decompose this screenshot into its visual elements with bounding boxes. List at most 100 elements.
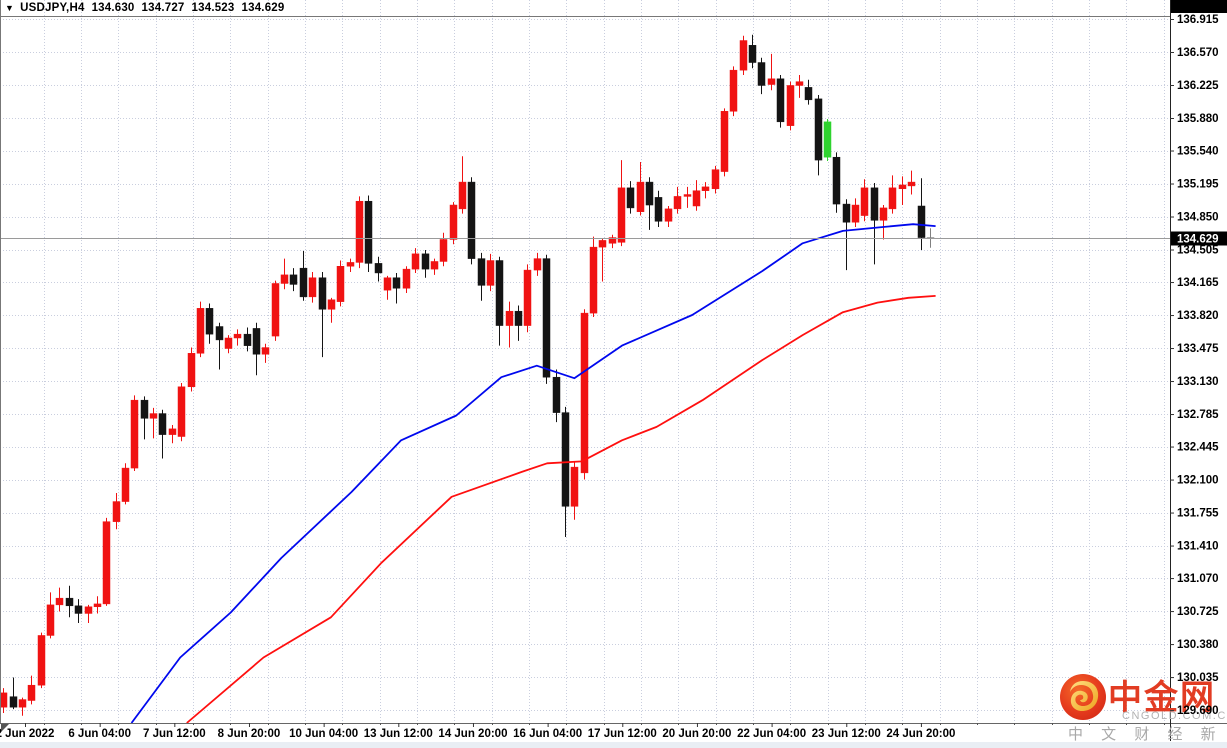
candle-body — [327, 299, 336, 310]
candle-body — [673, 196, 682, 210]
candle-body — [776, 78, 785, 123]
candle-body — [215, 326, 224, 341]
candle-body — [46, 604, 55, 636]
chart-title-bar: ▼ USDJPY,H4 134.630 134.727 134.523 134.629 — [5, 2, 292, 14]
candle-body — [140, 399, 149, 419]
candle-body — [449, 204, 458, 240]
candle-body — [205, 308, 214, 335]
candle-body — [589, 246, 598, 314]
candle-body — [355, 200, 364, 263]
candle-body — [888, 187, 897, 210]
candle-body — [842, 203, 851, 223]
candle-body — [542, 258, 551, 378]
candle-body — [505, 310, 514, 326]
candle-body — [346, 262, 355, 267]
history-arrow-icon[interactable] — [1, 724, 9, 732]
candle-body — [608, 237, 617, 244]
candle-body — [243, 333, 252, 346]
candle-body — [851, 204, 860, 223]
candle-body — [18, 699, 27, 708]
candle-body — [748, 45, 757, 63]
candle-body — [711, 169, 720, 190]
candle-body — [299, 267, 308, 298]
candle-body — [93, 603, 102, 608]
candle-body — [804, 87, 813, 101]
candle-body — [224, 337, 233, 349]
candle-body — [477, 258, 486, 286]
candle-body — [570, 466, 579, 507]
candle-body — [177, 386, 186, 437]
candle-body — [654, 197, 663, 222]
candle-body — [130, 399, 139, 469]
ohlc-close: 134.629 — [241, 2, 285, 14]
symbol-dropdown-icon[interactable]: ▼ — [5, 3, 15, 13]
candle-body — [261, 347, 270, 355]
candle-body — [486, 260, 495, 286]
candle-body — [458, 181, 467, 210]
candle-body — [898, 184, 907, 190]
candle-body — [917, 205, 926, 238]
candle-body — [533, 258, 542, 271]
candle-body — [318, 277, 327, 310]
candle-body — [187, 353, 196, 388]
candle-body — [523, 269, 532, 326]
candle-body — [0, 692, 8, 708]
candle-body — [870, 187, 879, 221]
candle-body — [757, 62, 766, 86]
candle-body — [9, 696, 18, 708]
symbol-period-label: USDJPY,H4 — [20, 2, 85, 14]
candle-body — [27, 684, 36, 701]
candle-body — [860, 187, 869, 216]
candle-body — [645, 181, 654, 206]
candle-body — [149, 413, 158, 419]
candle-body — [832, 156, 841, 205]
candle-body — [439, 239, 448, 262]
candle-body — [814, 98, 823, 161]
bottom-strip — [0, 742, 1227, 748]
candle-body — [795, 81, 804, 86]
candle-body — [636, 181, 645, 212]
candle-body — [767, 78, 776, 85]
candle-body — [683, 194, 692, 197]
candle-body — [336, 266, 345, 302]
candle-body — [289, 274, 298, 285]
ma-slow-line — [186, 295, 936, 724]
candle-body — [280, 274, 289, 284]
candle-body — [729, 69, 738, 112]
candle-body — [84, 606, 93, 614]
ma-fast-line — [130, 223, 936, 724]
candle-body — [552, 376, 561, 413]
candle-body — [271, 283, 280, 337]
candle-body — [74, 605, 83, 614]
candle-body — [617, 187, 626, 243]
candle-body — [308, 277, 317, 298]
candle-body — [739, 40, 748, 71]
candle-body — [430, 261, 439, 270]
candle-body — [720, 111, 729, 172]
ohlc-open: 134.630 — [91, 2, 135, 14]
candle-body — [392, 277, 401, 289]
candle-body — [65, 597, 74, 607]
candle-body — [411, 253, 420, 270]
candle-body — [196, 308, 205, 354]
candle-body — [514, 310, 523, 326]
candle-body — [112, 501, 121, 522]
candle-body — [664, 208, 673, 222]
candle-body — [158, 413, 167, 435]
ohlc-low: 134.523 — [191, 2, 235, 14]
ohlc-high: 134.727 — [141, 2, 185, 14]
candle-body — [580, 312, 589, 474]
candle-body — [626, 187, 635, 209]
candle-body — [364, 200, 373, 264]
candle-body — [121, 467, 130, 502]
candle-body — [598, 240, 607, 248]
candle-body — [823, 121, 832, 158]
candle-body — [907, 181, 916, 187]
candle-body — [879, 207, 888, 221]
candle-body — [383, 277, 392, 291]
candle-body — [786, 85, 795, 126]
candle-body — [421, 253, 430, 270]
